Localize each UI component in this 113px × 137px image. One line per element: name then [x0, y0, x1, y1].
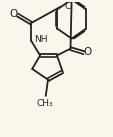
Text: NH: NH [34, 35, 47, 44]
Text: CH₃: CH₃ [36, 99, 53, 108]
Text: O: O [83, 47, 91, 57]
Text: O: O [9, 9, 18, 19]
Text: Cl: Cl [64, 2, 73, 11]
